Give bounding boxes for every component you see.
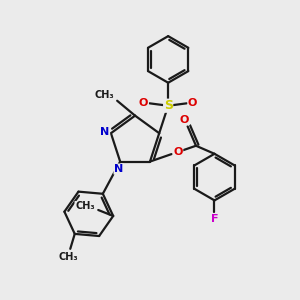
Text: N: N — [114, 164, 123, 174]
Text: CH₃: CH₃ — [59, 252, 79, 262]
Text: O: O — [139, 98, 148, 108]
Text: O: O — [180, 115, 189, 125]
Text: CH₃: CH₃ — [75, 201, 94, 212]
Text: S: S — [164, 99, 173, 112]
Text: CH₃: CH₃ — [95, 90, 114, 100]
Text: O: O — [188, 98, 197, 108]
Text: O: O — [173, 147, 183, 157]
Text: N: N — [100, 127, 110, 137]
Text: F: F — [211, 214, 218, 224]
